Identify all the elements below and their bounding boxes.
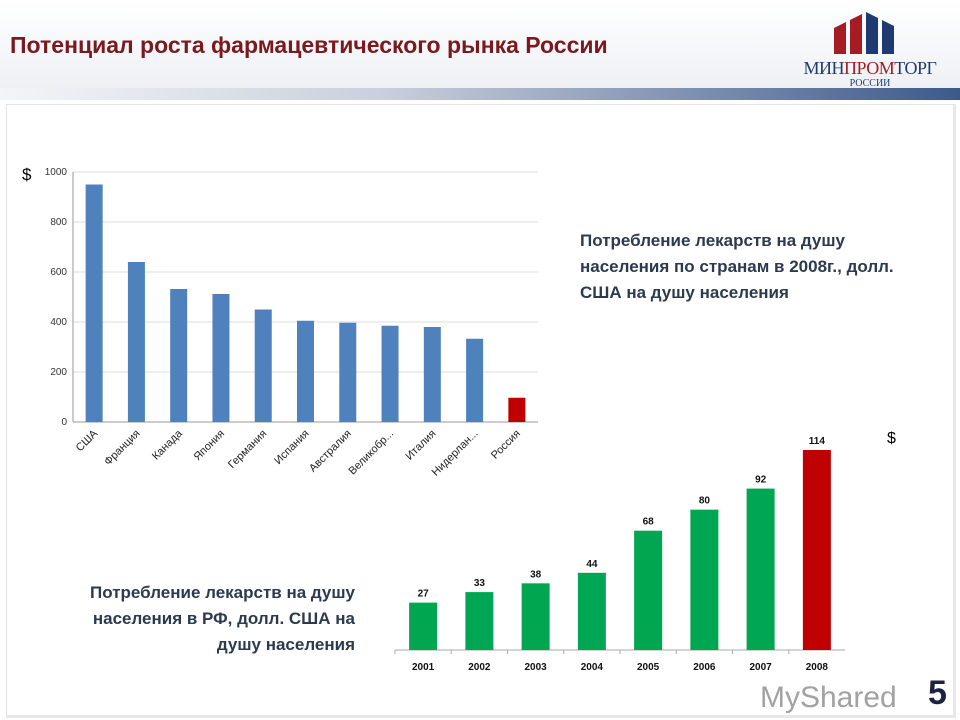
x-tick-label: Франция bbox=[102, 428, 142, 468]
data-label: 33 bbox=[474, 578, 486, 589]
y-tick-label: 800 bbox=[50, 217, 67, 228]
bar-Япония bbox=[212, 294, 230, 422]
bar-Испания bbox=[297, 320, 314, 422]
bar-Великобр... bbox=[381, 325, 399, 422]
data-label: 92 bbox=[755, 475, 767, 486]
y-tick-label: 0 bbox=[61, 417, 67, 428]
x-tick-label: 2006 bbox=[693, 662, 716, 673]
bar-2007 bbox=[746, 488, 775, 650]
bar-2005 bbox=[634, 530, 663, 650]
minpromtorg-logo: МИНПРОМТОРГ РОССИИ bbox=[790, 8, 950, 89]
data-label: 80 bbox=[699, 496, 711, 507]
watermark: MyShared bbox=[760, 681, 897, 714]
x-tick-label: Россия bbox=[489, 428, 523, 462]
x-tick-label: 2005 bbox=[637, 662, 660, 673]
bar-2001 bbox=[409, 602, 438, 650]
x-tick-label: Великобр... bbox=[346, 428, 396, 478]
logo-emblem-icon bbox=[834, 12, 894, 54]
countries-chart-description: Потребление лекарств на душу населения п… bbox=[580, 231, 894, 302]
bar-2002 bbox=[465, 592, 494, 650]
x-tick-label: 2008 bbox=[806, 662, 829, 673]
data-label: 114 bbox=[809, 436, 826, 447]
data-label: 44 bbox=[586, 559, 598, 570]
x-tick-label: Германия bbox=[226, 428, 269, 471]
bar-Канада bbox=[170, 289, 188, 422]
bar-2004 bbox=[577, 572, 606, 650]
bar-2008 bbox=[802, 450, 831, 650]
x-tick-label: Япония bbox=[192, 428, 228, 464]
header-stripe bbox=[0, 88, 960, 100]
y-tick-label: 1000 bbox=[45, 167, 68, 178]
bar-Франция bbox=[127, 262, 145, 422]
slide-title: Потенциал роста фармацевтического рынка … bbox=[10, 32, 608, 58]
x-tick-label: 2002 bbox=[468, 662, 491, 673]
bar-США bbox=[85, 184, 103, 422]
x-tick-label: Канада bbox=[150, 427, 185, 462]
x-tick-label: Италия bbox=[403, 428, 438, 463]
bar-2003 bbox=[521, 583, 550, 650]
y-tick-label: 600 bbox=[50, 267, 67, 278]
y-axis-unit: $ bbox=[887, 430, 896, 447]
x-tick-label: 2004 bbox=[581, 662, 604, 673]
y-axis-unit: $ bbox=[22, 165, 32, 184]
data-label: 27 bbox=[418, 589, 430, 600]
logo-text: МИНПРОМТОРГ bbox=[803, 58, 937, 78]
data-label: 68 bbox=[643, 517, 655, 528]
bar-2006 bbox=[690, 509, 719, 650]
y-tick-label: 200 bbox=[50, 367, 67, 378]
x-tick-label: 2003 bbox=[525, 662, 548, 673]
logo-subtext: РОССИИ bbox=[849, 78, 891, 89]
bar-Австралия bbox=[339, 322, 357, 422]
slide-header bbox=[0, 0, 960, 90]
x-tick-label: 2007 bbox=[750, 662, 773, 673]
x-tick-label: 2001 bbox=[412, 662, 435, 673]
bar-Италия bbox=[423, 327, 441, 422]
bar-Нидерлан... bbox=[466, 338, 484, 422]
bar-Россия bbox=[508, 397, 526, 422]
y-tick-label: 400 bbox=[50, 317, 67, 328]
russia-chart-description: Потребление лекарств на душу населения в… bbox=[90, 583, 355, 654]
data-label: 38 bbox=[530, 569, 542, 580]
bar-Германия bbox=[254, 309, 272, 422]
content-frame bbox=[6, 104, 956, 718]
x-tick-label: США bbox=[74, 427, 101, 454]
page-number: 5 bbox=[928, 674, 947, 712]
x-tick-label: Испания bbox=[272, 428, 311, 467]
